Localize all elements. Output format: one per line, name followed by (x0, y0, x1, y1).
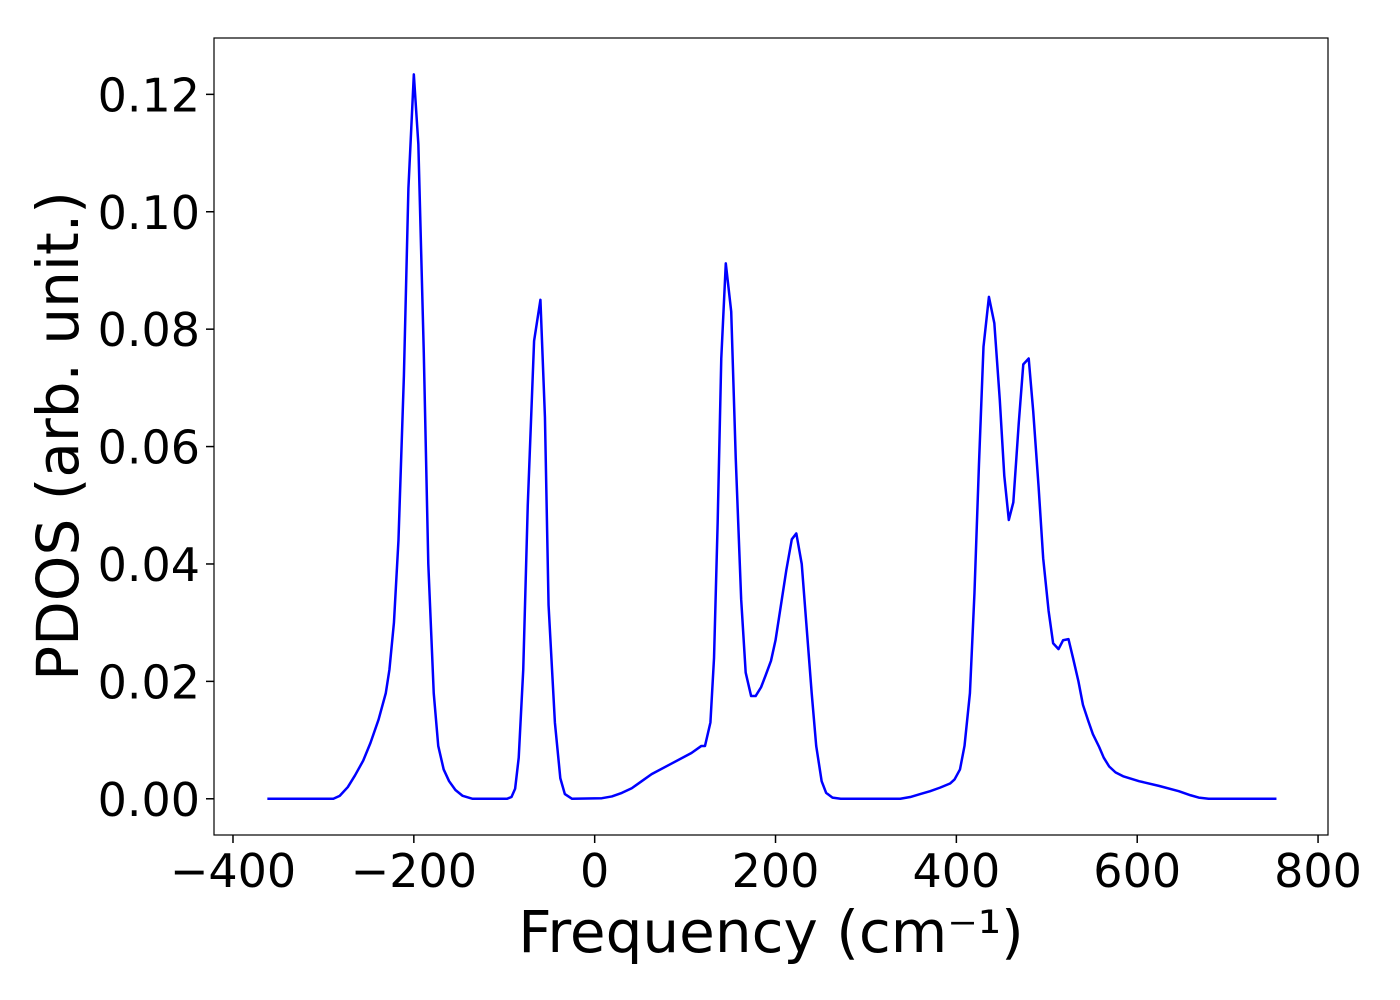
x-tick-label: 200 (732, 844, 820, 898)
x-tick-label: 400 (912, 844, 1000, 898)
y-tick-label: 0.10 (98, 186, 200, 240)
x-tick-label: 600 (1093, 844, 1181, 898)
x-tick-label: −200 (351, 844, 477, 898)
x-tick-label: 800 (1274, 844, 1362, 898)
y-tick-label: 0.00 (98, 773, 200, 827)
pdos-line (267, 73, 1277, 801)
x-tick-label: 0 (580, 844, 609, 898)
y-axis-label: PDOS (arb. unit.) (24, 191, 92, 681)
y-tick-label: 0.08 (98, 303, 200, 357)
plot-frame (213, 37, 1329, 836)
y-tick-label: 0.06 (98, 421, 200, 475)
y-tick-label: 0.04 (98, 538, 200, 592)
x-tick-label: −400 (170, 844, 296, 898)
y-tick-label: 0.12 (98, 68, 200, 122)
x-axis-label: Frequency (cm⁻¹) (518, 898, 1024, 966)
y-tick-label: 0.02 (98, 655, 200, 709)
